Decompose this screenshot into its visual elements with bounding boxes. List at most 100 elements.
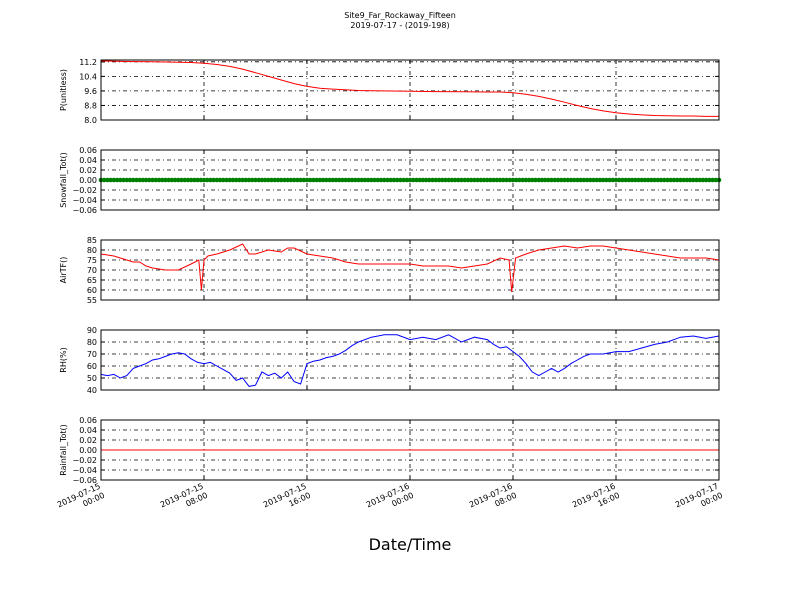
x-tick-label: 2019-07-1616:00 — [571, 482, 621, 519]
data-point — [407, 177, 413, 183]
data-point — [146, 177, 152, 183]
data-point — [517, 177, 522, 183]
data-point — [446, 177, 451, 183]
x-tick-label: 2019-07-1608:00 — [468, 482, 518, 519]
y-tick-label: −0.04 — [72, 466, 97, 475]
data-point — [298, 177, 303, 183]
data-point — [172, 177, 178, 183]
data-point — [661, 177, 667, 183]
series-line — [100, 334, 720, 387]
data-point — [282, 177, 287, 183]
data-point — [455, 177, 461, 183]
data-point — [536, 177, 542, 183]
data-point — [346, 177, 352, 183]
y-tick-label: 0.04 — [79, 156, 97, 165]
data-point — [578, 177, 583, 183]
y-tick-label: 8.0 — [84, 116, 97, 125]
data-point — [156, 177, 162, 183]
data-point — [266, 177, 271, 183]
y-tick-label: 85 — [87, 236, 97, 245]
data-point — [121, 177, 126, 183]
data-point — [327, 177, 332, 183]
y-tick-label: 0.02 — [79, 436, 97, 445]
y-tick-label: −0.06 — [72, 476, 97, 485]
data-point — [320, 177, 326, 183]
data-point — [130, 177, 136, 183]
data-point — [272, 177, 278, 183]
data-point — [118, 177, 123, 183]
data-point — [497, 177, 503, 183]
data-point — [140, 177, 146, 183]
data-point — [520, 177, 525, 183]
data-point — [185, 177, 191, 183]
y-axis-label: P(unitless) — [59, 69, 68, 111]
data-point — [513, 177, 519, 183]
data-point — [134, 177, 139, 183]
data-point — [317, 177, 323, 183]
data-point — [533, 177, 538, 183]
data-point — [240, 177, 245, 183]
data-point — [101, 177, 107, 183]
data-point — [278, 177, 284, 183]
panel-4: 40 50 60 70 80 90 RH(%) — [59, 326, 720, 395]
data-point — [597, 177, 603, 183]
data-point — [249, 177, 255, 183]
x-tick-label: 2019-07-1700:00 — [674, 482, 724, 519]
data-point — [436, 177, 442, 183]
data-point — [198, 177, 204, 183]
data-point — [713, 177, 719, 183]
data-point — [433, 177, 439, 183]
x-tick-label: 2019-07-1516:00 — [262, 482, 312, 519]
data-point — [201, 177, 207, 183]
data-point — [645, 177, 651, 183]
data-point — [459, 177, 464, 183]
data-point — [256, 177, 262, 183]
data-point — [674, 177, 680, 183]
data-point — [333, 177, 339, 183]
data-point — [349, 177, 355, 183]
chart-subtitle: 2019-07-17 - (2019-198) — [350, 21, 449, 30]
data-point — [233, 177, 239, 183]
data-point — [552, 177, 558, 183]
data-point — [227, 177, 233, 183]
y-tick-label: 70 — [87, 350, 97, 359]
y-tick-label: 0.04 — [79, 426, 97, 435]
data-point — [558, 177, 564, 183]
data-point — [153, 177, 159, 183]
data-point — [700, 177, 706, 183]
data-point — [427, 177, 432, 183]
data-point — [684, 177, 690, 183]
data-point — [163, 177, 168, 183]
y-tick-label: 60 — [87, 286, 97, 295]
data-point — [127, 177, 133, 183]
data-point — [137, 177, 142, 183]
y-tick-label: 65 — [87, 276, 97, 285]
data-point — [636, 177, 641, 183]
y-tick-label: 0.06 — [79, 146, 97, 155]
data-point — [481, 177, 487, 183]
panel-5: −0.06−0.04−0.020.000.020.040.06 Rainfall_… — [59, 416, 720, 485]
data-point — [414, 177, 419, 183]
data-point — [642, 177, 648, 183]
data-point — [510, 177, 516, 183]
data-point — [143, 177, 149, 183]
data-point — [372, 177, 377, 183]
y-tick-label: −0.02 — [72, 456, 97, 465]
plot-frame — [100, 239, 720, 301]
data-point — [188, 177, 194, 183]
data-point — [385, 177, 390, 183]
data-point — [401, 177, 406, 183]
data-point — [613, 177, 619, 183]
data-point — [301, 177, 307, 183]
y-tick-label: 40 — [87, 386, 97, 395]
data-point — [468, 177, 474, 183]
y-tick-label: 55 — [87, 296, 97, 305]
data-point — [439, 177, 445, 183]
data-point — [404, 177, 410, 183]
data-point — [562, 177, 567, 183]
y-tick-label: 80 — [87, 338, 97, 347]
y-tick-label: −0.04 — [72, 196, 97, 205]
data-point — [707, 177, 712, 183]
data-point — [336, 177, 342, 183]
data-point — [175, 177, 181, 183]
